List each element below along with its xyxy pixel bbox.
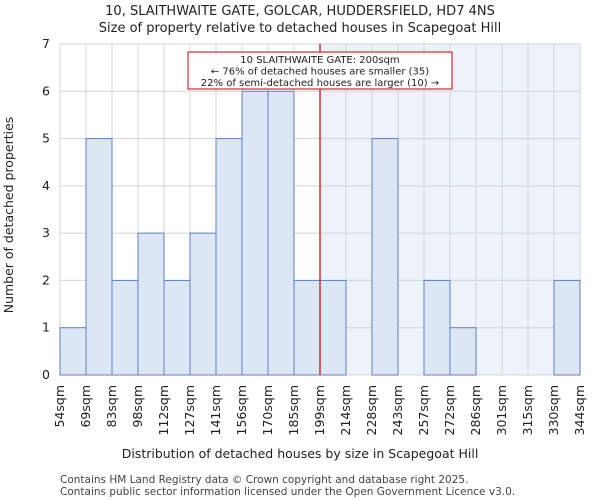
- bar: [163, 279, 191, 376]
- bar: [553, 279, 581, 376]
- y-tick-label: 7: [42, 36, 50, 51]
- bar: [371, 138, 399, 376]
- x-tick-label: 54sqm: [52, 385, 67, 428]
- bar: [267, 90, 295, 376]
- annotation-line: ← 76% of detached houses are smaller (35…: [211, 67, 429, 78]
- bar: [319, 279, 347, 376]
- bar: [137, 232, 165, 376]
- x-tick-label: 156sqm: [234, 385, 249, 435]
- x-tick-label: 141sqm: [208, 385, 223, 435]
- y-tick-label: 0: [42, 367, 50, 382]
- bar: [59, 327, 87, 376]
- x-tick-label: 228sqm: [364, 385, 379, 435]
- x-tick-label: 170sqm: [260, 385, 275, 435]
- annotation-line: 22% of semi-detached houses are larger (…: [201, 78, 439, 89]
- x-tick-label: 83sqm: [104, 385, 119, 428]
- x-tick-label: 344sqm: [572, 385, 587, 435]
- chart-title: 10, SLAITHWAITE GATE, GOLCAR, HUDDERSFIE…: [105, 4, 495, 19]
- x-tick-label: 199sqm: [312, 385, 327, 435]
- chart-subtitle: Size of property relative to detached ho…: [99, 21, 501, 36]
- y-tick-label: 6: [42, 83, 50, 98]
- marker: 10 SLAITHWAITE GATE: 200sqm← 76% of deta…: [187, 44, 453, 375]
- bar: [215, 138, 243, 376]
- x-tick-label: 98sqm: [130, 385, 145, 428]
- annotation-box: [187, 51, 453, 90]
- bar: [423, 279, 451, 376]
- x-ticks: 54sqm 69sqm 83sqm 98sqm 112sqm 127sqm 141sqm 15…: [52, 385, 587, 435]
- bar: [85, 138, 113, 376]
- bar: [293, 279, 321, 376]
- x-tick-label: 272sqm: [442, 385, 457, 435]
- x-axis-label: Distribution of detached houses by size …: [122, 446, 479, 461]
- x-tick-label: 243sqm: [390, 385, 405, 435]
- annotation-line: 10 SLAITHWAITE GATE: 200sqm: [240, 55, 399, 66]
- y-tick-label: 3: [42, 225, 50, 240]
- bar: [189, 232, 217, 376]
- y-ticks: 0 1 2 3 4 5 6 7: [42, 36, 50, 382]
- y-tick-label: 2: [42, 272, 50, 287]
- bar: [449, 327, 477, 376]
- footer-copyright: Contains HM Land Registry data © Crown c…: [60, 474, 469, 486]
- x-tick-label: 315sqm: [520, 385, 535, 435]
- bars: [59, 90, 581, 376]
- bar: [241, 90, 269, 376]
- y-tick-label: 1: [42, 320, 50, 335]
- x-tick-label: 185sqm: [286, 385, 301, 435]
- x-tick-label: 214sqm: [338, 385, 353, 435]
- y-tick-label: 5: [42, 131, 50, 146]
- y-axis-label: Number of detached properties: [1, 117, 16, 314]
- x-tick-label: 330sqm: [546, 385, 561, 435]
- x-tick-label: 301sqm: [494, 385, 509, 435]
- bar: [111, 279, 139, 376]
- x-tick-label: 127sqm: [182, 385, 197, 435]
- x-tick-label: 257sqm: [416, 385, 431, 435]
- footer-licence: Contains public sector information licen…: [60, 486, 516, 498]
- y-tick-label: 4: [42, 178, 50, 193]
- x-tick-label: 112sqm: [156, 385, 171, 435]
- x-tick-label: 69sqm: [78, 385, 93, 428]
- x-tick-label: 286sqm: [468, 385, 483, 435]
